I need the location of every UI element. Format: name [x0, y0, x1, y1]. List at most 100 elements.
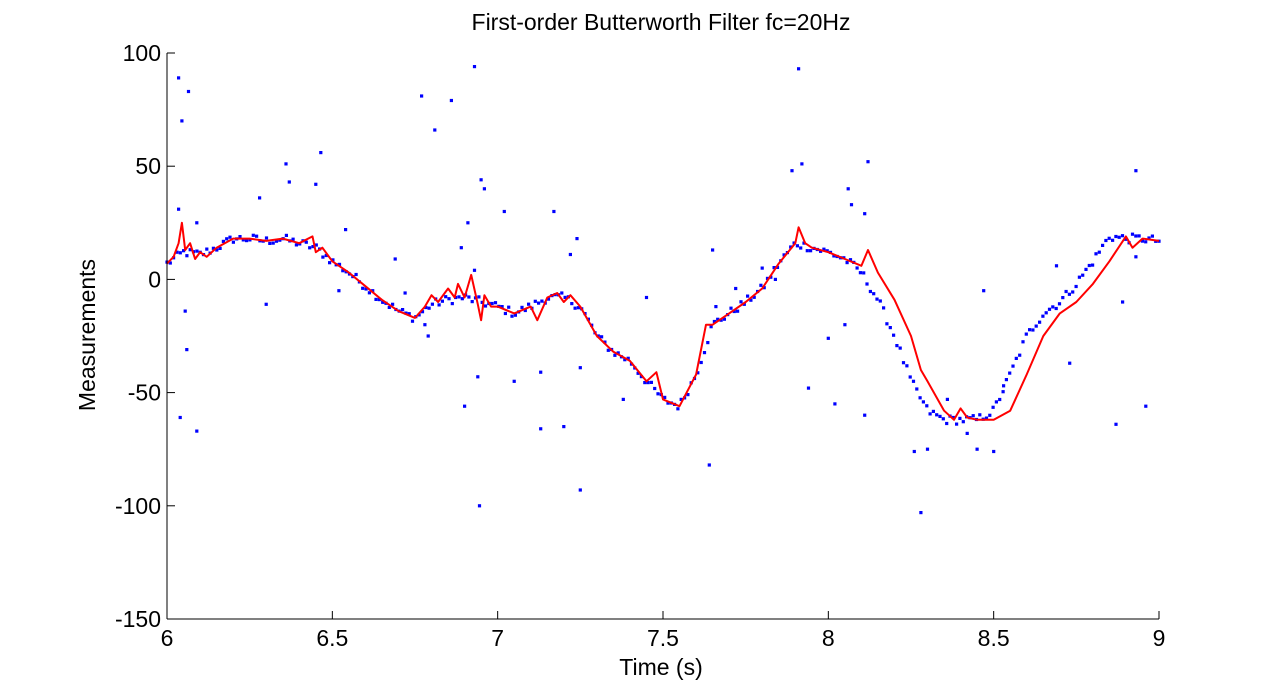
measurement-outlier: [449, 98, 453, 103]
measurement-point: [699, 360, 703, 365]
measurement-point: [1091, 263, 1095, 267]
measurement-point: [925, 404, 929, 408]
measurement-point: [825, 249, 829, 253]
measurement-outlier: [707, 463, 711, 467]
measurement-point: [792, 241, 796, 245]
measurement-point: [805, 249, 809, 253]
measurement-point: [686, 393, 690, 397]
measurement-outlier: [195, 429, 199, 433]
measurement-point: [1107, 236, 1111, 240]
measurement-outlier: [502, 209, 506, 214]
measurement-outlier: [287, 180, 291, 184]
measurement-point: [702, 351, 707, 355]
measurement-point: [600, 335, 604, 339]
measurement-outlier: [965, 431, 969, 435]
x-axis-title: Time (s): [619, 654, 702, 680]
measurement-outlier: [562, 425, 566, 429]
measurement-point: [450, 302, 454, 306]
measurement-point: [527, 302, 531, 306]
measurement-point: [649, 380, 653, 384]
measurement-point: [500, 305, 504, 309]
measurement-outlier: [476, 375, 480, 379]
measurement-point: [1117, 235, 1121, 239]
measurement-outlier: [1144, 404, 1148, 408]
measurement-point: [895, 344, 899, 348]
measurement-point: [493, 301, 498, 305]
measurement-point: [271, 241, 275, 245]
measurement-point: [729, 306, 733, 310]
measurement-point: [391, 302, 395, 306]
measurement-outlier: [393, 257, 397, 261]
measurement-outlier: [186, 89, 191, 94]
measurement-point: [321, 255, 325, 259]
measurement-point: [1028, 328, 1032, 332]
measurement-point: [221, 239, 225, 243]
measurement-point: [1038, 320, 1042, 324]
measurement-point: [719, 318, 723, 322]
measurement-point: [1140, 239, 1144, 243]
measurement-point: [238, 235, 242, 239]
measurement-point: [483, 304, 488, 308]
measurement-point: [537, 301, 541, 305]
measurement-point: [424, 305, 428, 310]
measurement-point: [513, 313, 517, 317]
measurement-point: [268, 241, 272, 245]
measurement-point: [1024, 332, 1028, 336]
measurement-outlier: [790, 169, 794, 173]
x-tick-label: 7: [491, 625, 504, 651]
measurement-point: [872, 292, 876, 296]
measurement-point: [1101, 243, 1105, 247]
measurement-point: [444, 295, 448, 299]
measurement-point: [819, 249, 823, 253]
measurement-point: [215, 248, 219, 252]
measurement-point: [882, 306, 886, 310]
measurement-point: [958, 416, 962, 420]
measurement-point: [782, 253, 786, 257]
measurement-point: [182, 249, 186, 253]
measurement-point: [984, 416, 989, 420]
measurement-point: [447, 297, 451, 301]
measurement-outlier: [177, 76, 181, 80]
measurement-outlier: [714, 305, 718, 309]
measurement-point: [1144, 240, 1148, 244]
measurement-point: [865, 282, 869, 286]
measurement-point: [603, 340, 607, 344]
measurement-outlier: [185, 348, 189, 352]
measurement-point: [314, 243, 318, 247]
measurement-point: [367, 291, 371, 295]
measurement-point: [918, 396, 922, 400]
measurement-point: [407, 312, 411, 316]
measurement-outlier: [1068, 361, 1072, 365]
measurement-point: [440, 299, 444, 303]
measurement-point: [401, 308, 405, 312]
measurement-point: [331, 258, 335, 262]
measurement-point: [928, 412, 932, 416]
axes: 6 6.5 7 7.5 8 8.5 9 100 50 0 -50 -100 -150: [115, 40, 1165, 651]
measurement-outlier: [482, 187, 486, 191]
measurement-point: [858, 271, 862, 275]
measurement-outlier: [284, 162, 288, 166]
measurement-outlier: [833, 402, 837, 406]
measurement-point: [765, 276, 770, 280]
measurement-point: [1041, 314, 1045, 318]
measurement-outlier: [1121, 300, 1125, 304]
measurement-point: [799, 246, 803, 250]
measurement-point: [576, 306, 580, 310]
measurement-point: [245, 239, 249, 243]
measurement-outlier: [552, 209, 556, 214]
measurement-point: [248, 238, 252, 242]
measurement-point: [775, 265, 780, 269]
measurement-point: [417, 313, 421, 317]
measurement-outlier: [344, 228, 348, 232]
measurement-outlier: [264, 302, 268, 306]
measurement-point: [374, 297, 378, 301]
measurement-point: [381, 300, 385, 304]
measurement-point: [480, 300, 484, 304]
measurement-point: [646, 381, 650, 385]
measurement-point: [696, 371, 700, 375]
measurement-point: [911, 379, 916, 383]
measurement-outlier: [1134, 255, 1138, 259]
measurement-outlier: [925, 447, 930, 451]
measurement-outlier: [982, 289, 986, 293]
